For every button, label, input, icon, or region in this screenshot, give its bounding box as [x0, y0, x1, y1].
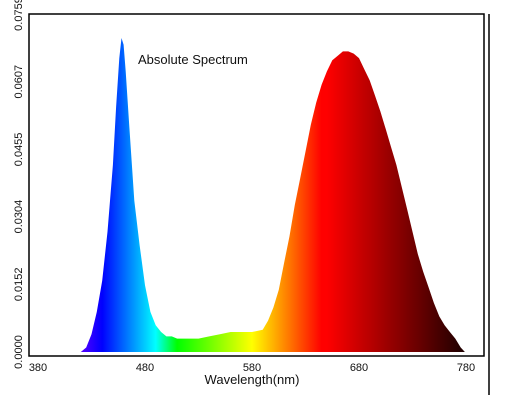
x-tick-label: 680: [350, 362, 368, 374]
y-tick-label: 0.0000: [13, 335, 25, 369]
chart-title: Absolute Spectrum: [138, 52, 248, 67]
y-tick-label: 0.0455: [13, 133, 25, 167]
y-tick-label: 0.0152: [13, 267, 25, 301]
spectrum-area-0: [38, 38, 465, 352]
x-axis-label: Wavelength(nm): [205, 372, 300, 387]
x-tick-label: 380: [29, 362, 47, 374]
plot-frame: [28, 13, 485, 357]
y-tick-label: 0.0607: [13, 65, 25, 99]
x-tick-label: 780: [457, 362, 475, 374]
y-tick-label: 0.0304: [13, 200, 25, 234]
x-tick-label: 480: [136, 362, 154, 374]
x-tick-label: 580: [243, 362, 261, 374]
y-tick-label: 0.0759: [13, 0, 25, 31]
